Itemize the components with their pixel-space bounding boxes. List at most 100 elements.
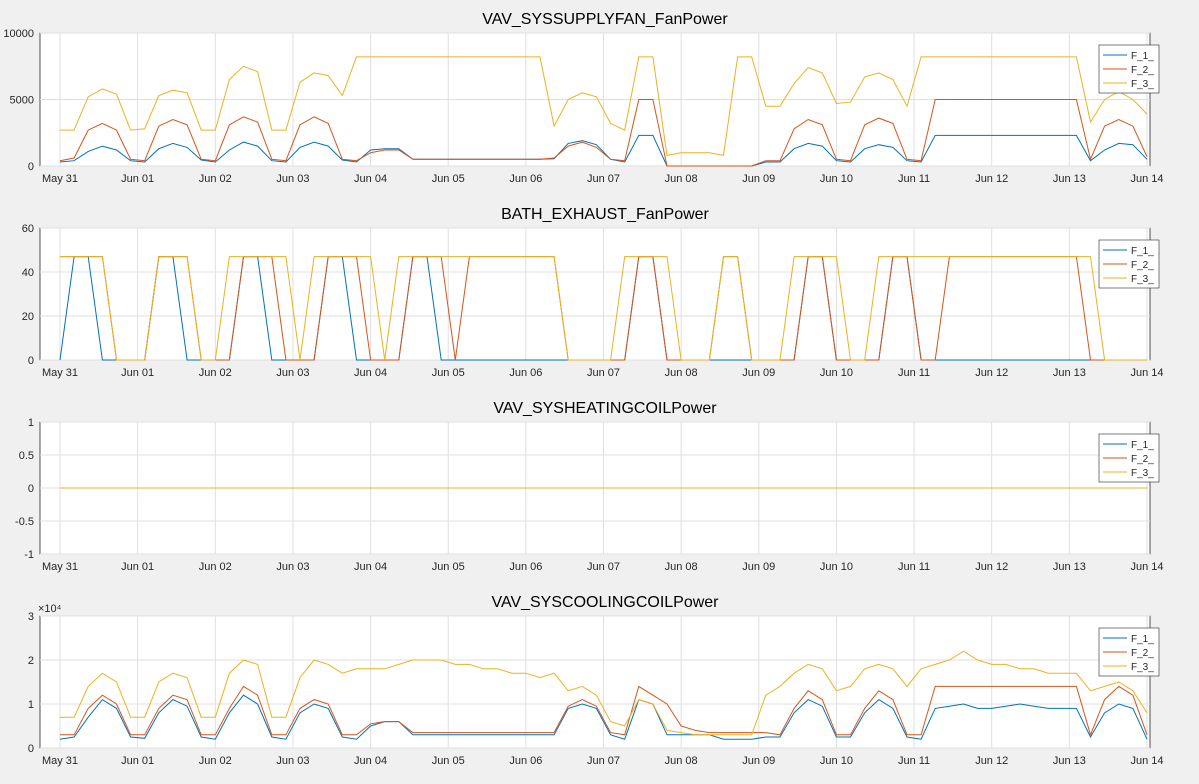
x-tick-label: Jun 14 — [1130, 367, 1163, 379]
x-tick-label: May 31 — [42, 173, 78, 185]
axes-box — [39, 615, 1151, 749]
subplot-supply-fan: VAV_SYSSUPPLYFAN_FanPower May 31 Jun 01 Ju… — [3, 11, 1163, 185]
x-tick-label: Jun 04 — [354, 561, 387, 573]
x-tick-label: Jun 06 — [509, 561, 542, 573]
x-tick-label: Jun 04 — [354, 173, 387, 185]
x-tick-label: Jun 10 — [820, 173, 853, 185]
x-tick-label: Jun 09 — [742, 561, 775, 573]
legend-label: F_2_ — [1131, 260, 1154, 271]
y-tick-label: 0 — [28, 483, 34, 495]
x-tick-label: Jun 09 — [742, 173, 775, 185]
x-tick-label: Jun 01 — [121, 561, 154, 573]
axes-box — [39, 227, 1151, 361]
legend-label: F_3_ — [1131, 274, 1154, 285]
x-tick-label: Jun 08 — [665, 561, 698, 573]
x-tick-label: Jun 12 — [975, 173, 1008, 185]
x-tick-label: Jun 11 — [898, 173, 930, 185]
legend-label: F_1_ — [1131, 246, 1154, 257]
legend-label: F_3_ — [1131, 468, 1154, 479]
x-tick-label: Jun 05 — [432, 561, 465, 573]
x-tick-label: Jun 01 — [121, 173, 154, 185]
x-tick-label: Jun 06 — [509, 173, 542, 185]
y-tick-label: -1 — [24, 549, 34, 561]
legend: F_1_ F_2_ F_3_ — [1098, 627, 1160, 677]
x-tick-label: Jun 03 — [276, 755, 309, 767]
x-tick-label: Jun 03 — [276, 367, 309, 379]
y-tick-label: 0.5 — [19, 450, 34, 462]
x-tick-label: Jun 08 — [665, 755, 698, 767]
x-tick-label: Jun 09 — [742, 367, 775, 379]
legend: F_1_ F_2_ F_3_ — [1098, 44, 1160, 94]
x-tick-label: Jun 10 — [820, 561, 853, 573]
y-tick-label: 0 — [28, 743, 34, 755]
series-line-f1 — [59, 694, 1148, 740]
x-tick-label: Jun 08 — [665, 173, 698, 185]
x-tick-label: Jun 05 — [432, 173, 465, 185]
x-tick-label: Jun 10 — [820, 367, 853, 379]
x-tick-label: Jun 04 — [354, 755, 387, 767]
x-tick-label: Jun 01 — [121, 367, 154, 379]
subplot-bath-exhaust: BATH_EXHAUST_FanPower May 31 Jun 01 Jun 02… — [22, 206, 1164, 379]
x-tick-label: Jun 03 — [276, 173, 309, 185]
x-tick-label: Jun 14 — [1130, 755, 1163, 767]
y-tick-label: 1 — [28, 417, 34, 429]
x-tick-label: Jun 02 — [199, 173, 232, 185]
y-tick-label: 0 — [28, 161, 34, 173]
x-tick-label: May 31 — [42, 561, 78, 573]
x-tick-label: Jun 09 — [742, 755, 775, 767]
y-tick-label: 3 — [28, 611, 34, 623]
y-tick-label: 20 — [22, 311, 34, 323]
x-tick-label: Jun 07 — [587, 367, 620, 379]
subplot-cooling-coil: VAV_SYSCOOLINGCOILPower ×10⁴ May 31 Jun 0… — [28, 594, 1164, 767]
y-tick-label: -0.5 — [15, 516, 34, 528]
x-tick-label: Jun 06 — [509, 755, 542, 767]
x-tick-label: Jun 03 — [276, 561, 309, 573]
x-tick-label: Jun 07 — [587, 173, 620, 185]
legend-label: F_2_ — [1131, 648, 1154, 659]
x-tick-label: Jun 14 — [1130, 561, 1163, 573]
x-tick-label: Jun 11 — [898, 367, 930, 379]
y-exponent-label: ×10⁴ — [38, 603, 62, 615]
x-tick-label: Jun 14 — [1130, 173, 1163, 185]
legend-label: F_3_ — [1131, 662, 1154, 673]
legend: F_1_ F_2_ F_3_ — [1098, 239, 1160, 289]
legend: F_1_ F_2_ F_3_ — [1098, 433, 1160, 483]
x-tick-label: Jun 04 — [354, 367, 387, 379]
subplot-title: VAV_SYSSUPPLYFAN_FanPower — [482, 11, 728, 28]
y-tick-label: 10000 — [3, 28, 34, 40]
x-tick-label: Jun 12 — [975, 755, 1008, 767]
x-tick-label: Jun 02 — [199, 755, 232, 767]
subplot-heating-coil: VAV_SYSHEATINGCOILPower May 31 Jun 01 Jun … — [15, 400, 1163, 573]
legend-label: F_1_ — [1131, 51, 1154, 62]
x-tick-label: Jun 02 — [199, 367, 232, 379]
x-tick-label: Jun 12 — [975, 367, 1008, 379]
legend-label: F_2_ — [1131, 65, 1154, 76]
x-tick-label: Jun 12 — [975, 561, 1008, 573]
legend-label: F_3_ — [1131, 79, 1154, 90]
series-line-f1 — [59, 134, 1148, 167]
x-tick-label: Jun 02 — [199, 561, 232, 573]
x-tick-label: Jun 06 — [509, 367, 542, 379]
y-tick-label: 60 — [22, 223, 34, 235]
x-tick-label: Jun 13 — [1053, 755, 1086, 767]
series-line-f2 — [60, 685, 1148, 737]
x-tick-label: Jun 05 — [432, 367, 465, 379]
subplot-title: VAV_SYSCOOLINGCOILPower — [491, 594, 719, 611]
y-tick-label: 40 — [22, 267, 34, 279]
y-tick-label: 0 — [28, 355, 34, 367]
x-tick-label: Jun 08 — [665, 367, 698, 379]
series-line-f3 — [60, 256, 1147, 361]
subplot-title: VAV_SYSHEATINGCOILPower — [493, 400, 717, 417]
x-tick-label: Jun 11 — [898, 755, 930, 767]
legend-label: F_2_ — [1131, 454, 1154, 465]
y-tick-label: 2 — [28, 655, 34, 667]
subplot-title: BATH_EXHAUST_FanPower — [501, 206, 709, 223]
x-tick-label: Jun 05 — [432, 755, 465, 767]
x-tick-label: Jun 11 — [898, 561, 930, 573]
legend-label: F_1_ — [1131, 440, 1154, 451]
y-tick-label: 1 — [28, 699, 34, 711]
x-tick-label: Jun 13 — [1053, 561, 1086, 573]
y-tick-label: 5000 — [10, 95, 34, 107]
x-tick-label: Jun 07 — [587, 561, 620, 573]
